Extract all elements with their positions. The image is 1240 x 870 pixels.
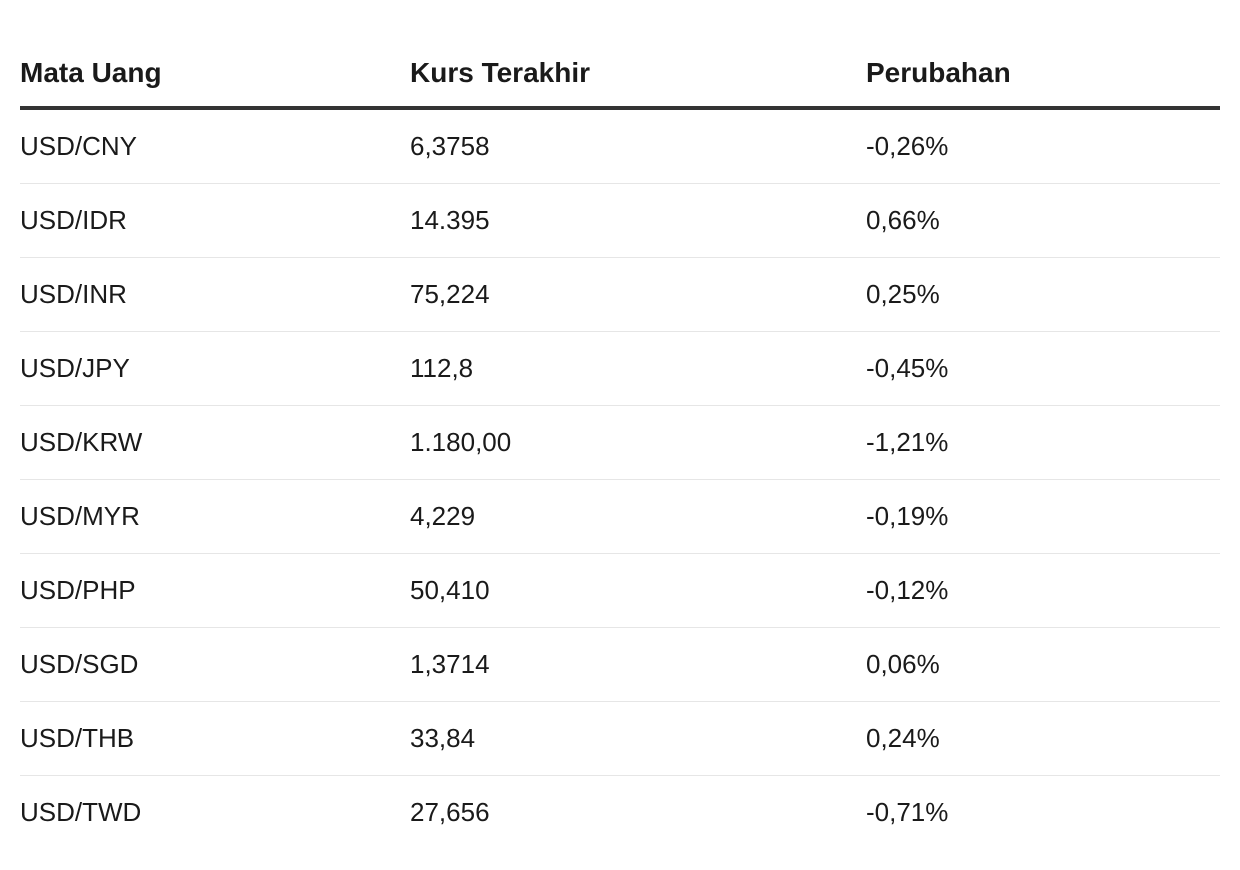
cell-currency-pair: USD/TWD <box>20 797 142 827</box>
cell-change: -0,19% <box>866 479 1220 554</box>
header-last-rate: Kurs Terakhir <box>410 40 866 110</box>
header-change: Perubahan <box>866 40 1220 110</box>
cell-change: -0,12% <box>866 553 1220 628</box>
cell-last-rate: 50,410 <box>410 553 866 628</box>
cell-last-rate: 33,84 <box>410 701 866 776</box>
cell-currency-pair: USD/THB <box>20 701 410 776</box>
table-row: USD/INR 75,224 0,25% <box>20 257 1220 332</box>
cell-last-rate: 1.180,00 <box>410 405 866 480</box>
cell-currency-pair: USD/IDR <box>20 183 410 258</box>
cell-currency-pair: USD/MYR <box>20 479 410 554</box>
table-row: USD/KRW 1.180,00 -1,21% <box>20 405 1220 480</box>
table-row: USD/THB 33,84 0,24% <box>20 701 1220 776</box>
exchange-rate-table-container: Mata Uang Kurs Terakhir Perubahan USD/CN… <box>20 40 1220 849</box>
cell-currency-pair: USD/KRW <box>20 405 410 480</box>
cell-last-rate: 4,229 <box>410 479 866 554</box>
cell-currency-pair: USD/PHP <box>20 553 410 628</box>
table-row: USD/SGD 1,3714 0,06% <box>20 627 1220 702</box>
header-row: Mata Uang Kurs Terakhir Perubahan <box>20 40 1220 110</box>
table-body: USD/CNY 6,3758 -0,26% USD/IDR 14.395 0,6… <box>20 108 1220 849</box>
cell-currency-pair: USD/INR <box>20 257 410 332</box>
cell-currency-pair: USD/SGD <box>20 627 410 702</box>
cell-change: -0,71% <box>866 797 949 827</box>
table-row: USD/PHP 50,410 -0,12% <box>20 553 1220 628</box>
cell-last-rate: 27,656 <box>410 797 490 827</box>
cell-currency-pair: USD/JPY <box>20 331 410 406</box>
cell-change: -0,26% <box>866 108 1220 184</box>
table-row: USD/MYR 4,229 -0,19% <box>20 479 1220 554</box>
cell-last-rate: 14.395 <box>410 183 866 258</box>
cell-change: -1,21% <box>866 405 1220 480</box>
cell-change: -0,45% <box>866 331 1220 406</box>
cell-change: 0,06% <box>866 627 1220 702</box>
table-row: USD/IDR 14.395 0,66% <box>20 183 1220 258</box>
cell-change: 0,24% <box>866 701 1220 776</box>
header-currency: Mata Uang <box>20 40 410 110</box>
exchange-rate-table: Mata Uang Kurs Terakhir Perubahan USD/CN… <box>20 40 1220 849</box>
table-header: Mata Uang Kurs Terakhir Perubahan <box>20 40 1220 110</box>
cell-last-rate: 1,3714 <box>410 627 866 702</box>
cell-last-rate: 112,8 <box>410 331 866 406</box>
table-row: USD/CNY 6,3758 -0,26% <box>20 108 1220 184</box>
cell-change: 0,25% <box>866 257 1220 332</box>
table-row: USD/JPY 112,8 -0,45% <box>20 331 1220 406</box>
cell-last-rate: 6,3758 <box>410 108 866 184</box>
cell-last-rate: 75,224 <box>410 257 866 332</box>
cell-change: 0,66% <box>866 183 1220 258</box>
cell-currency-pair: USD/CNY <box>20 108 410 184</box>
table-row: USD/TWD 27,656 -0,71% <box>20 776 1220 850</box>
